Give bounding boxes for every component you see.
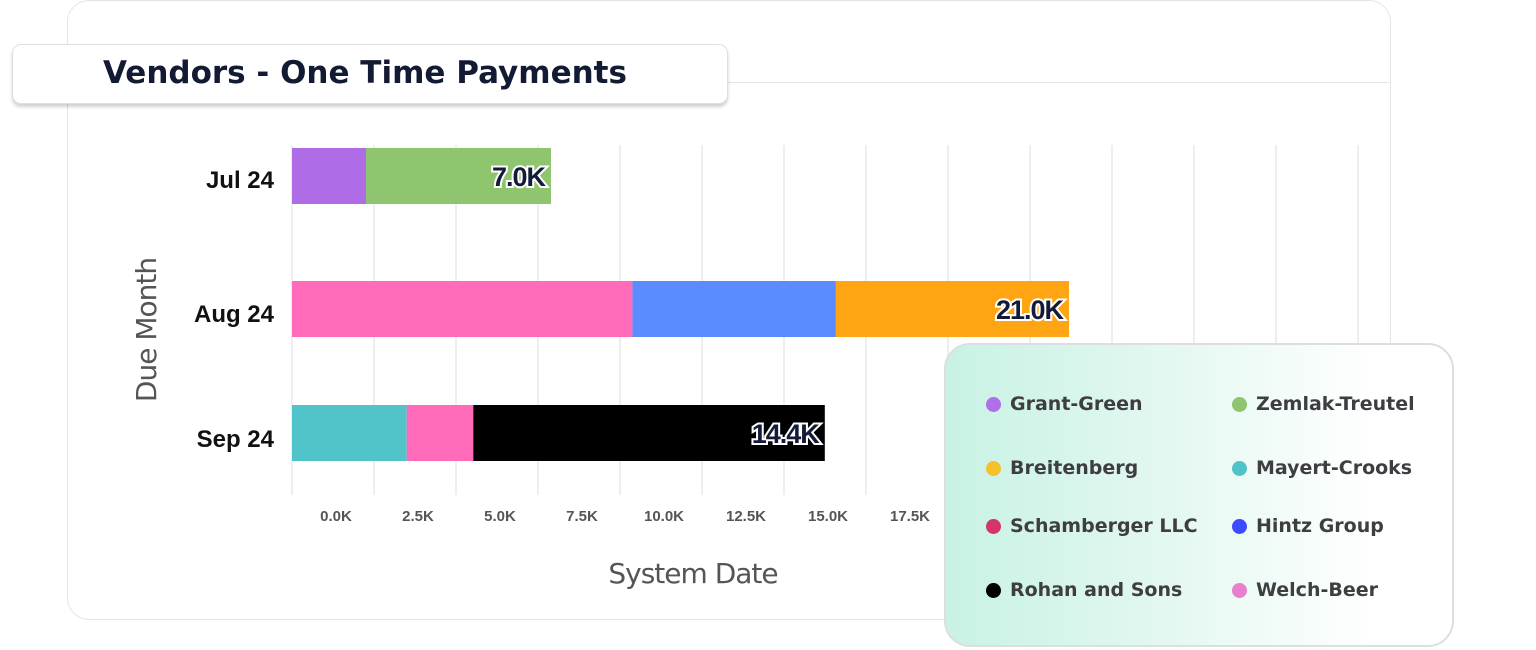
bar-segment [292,148,366,204]
legend-item[interactable]: Hintz Group [1232,515,1384,537]
divider [728,82,1389,83]
x-tick-label: 15.0K [808,508,848,525]
legend-item[interactable]: Mayert-Crooks [1232,457,1412,479]
y-category-label: Sep 24 [197,426,275,453]
legend-dot-icon [1232,582,1247,598]
bar-total-label: 21.0K [996,295,1065,325]
legend-dot-icon [986,582,1001,598]
x-tick-label: 0.0K [320,508,352,525]
legend-label: Zemlak-Treutel [1256,393,1415,415]
x-tick-label: 12.5K [726,508,766,525]
legend-label: Hintz Group [1256,515,1384,537]
legend-dot-icon [986,396,1001,412]
legend-label: Grant-Green [1010,393,1143,415]
x-axis-title: System Date [608,557,777,590]
bar-segment [292,281,633,337]
x-tick-label: 17.5K [890,508,930,525]
x-tick-label: 10.0K [644,508,684,525]
legend-label: Breitenberg [1010,457,1139,479]
legend-dot-icon [1232,518,1247,534]
bar-segment [292,405,407,461]
bar-segment [366,148,551,204]
legend-item[interactable]: Grant-Green [986,393,1143,415]
legend: Grant-Green Zemlak-Treutel Breitenberg Maye… [944,343,1454,647]
title-box: Vendors - One Time Payments [12,44,728,104]
legend-label: Schamberger LLC [1010,515,1198,537]
legend-dot-icon [986,460,1001,476]
legend-item[interactable]: Schamberger LLC [986,515,1198,537]
y-category-label: Jul 24 [206,167,275,194]
legend-label: Welch-Beer [1256,579,1378,601]
legend-item[interactable]: Rohan and Sons [986,579,1182,601]
x-tick-label: 5.0K [484,508,516,525]
x-tick-label: 7.5K [566,508,598,525]
bar-total-label: 14.4K [752,419,821,449]
x-tick-label: 2.5K [402,508,434,525]
bar-segment [835,281,1069,337]
bar-segment [406,405,474,461]
legend-label: Rohan and Sons [1010,579,1183,601]
legend-item[interactable]: Zemlak-Treutel [1232,393,1415,415]
y-axis-title: Due Month [130,258,163,402]
bar-segment [632,281,836,337]
bar-segment [473,405,825,461]
legend-item[interactable]: Breitenberg [986,457,1138,479]
legend-dot-icon [986,518,1001,534]
legend-item[interactable]: Welch-Beer [1232,579,1378,601]
legend-dot-icon [1232,460,1247,476]
bar-total-label: 7.0K [492,162,547,192]
legend-label: Mayert-Crooks [1256,457,1413,479]
chart-title: Vendors - One Time Payments [103,55,627,91]
y-category-label: Aug 24 [194,301,275,328]
legend-dot-icon [1232,396,1247,412]
